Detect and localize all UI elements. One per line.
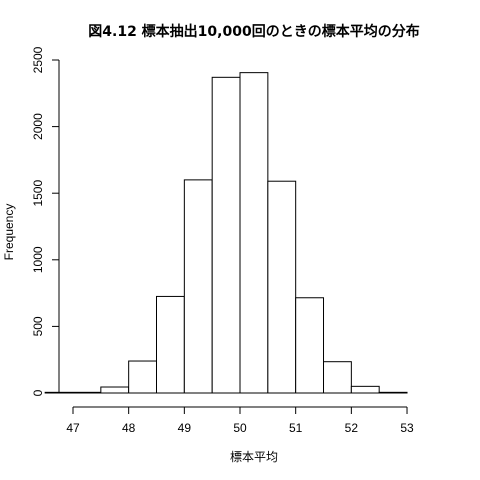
x-tick-label: 48 — [122, 421, 136, 435]
x-axis: 47 48 49 50 51 52 53 — [66, 406, 414, 435]
histogram-bar — [128, 360, 157, 394]
histogram-bar — [295, 297, 325, 394]
y-tick-label: 1000 — [31, 246, 45, 273]
y-tick-label: 2500 — [31, 46, 45, 73]
x-tick-label: 47 — [66, 421, 80, 435]
histogram-bar — [378, 391, 408, 394]
y-tick-label: 1500 — [31, 180, 45, 207]
x-axis-label: 標本平均 — [230, 450, 278, 464]
histogram-bar — [211, 76, 241, 394]
histogram-bar — [100, 386, 130, 394]
histogram-bar — [239, 72, 269, 394]
x-tick-label: 52 — [345, 421, 359, 435]
histogram-bar — [183, 179, 213, 394]
x-tick-label: 53 — [400, 421, 414, 435]
histogram-bar — [267, 180, 297, 394]
y-tick-label: 2000 — [31, 113, 45, 140]
bars-group — [44, 72, 408, 394]
y-tick-label: 500 — [31, 316, 45, 336]
histogram-bar — [350, 385, 380, 394]
x-tick-label: 51 — [289, 421, 303, 435]
y-axis-label: Frequency — [2, 204, 16, 261]
chart-title: 図4.12 標本抽出10,000回のときの標本平均の分布 — [88, 23, 419, 40]
x-tick-label: 50 — [233, 421, 247, 435]
histogram-bar — [156, 295, 185, 394]
x-tick-label: 49 — [178, 421, 192, 435]
y-axis: 0 500 1000 1500 2000 2500 — [31, 46, 60, 396]
histogram-bar — [323, 361, 352, 394]
y-tick-label: 0 — [31, 389, 45, 396]
